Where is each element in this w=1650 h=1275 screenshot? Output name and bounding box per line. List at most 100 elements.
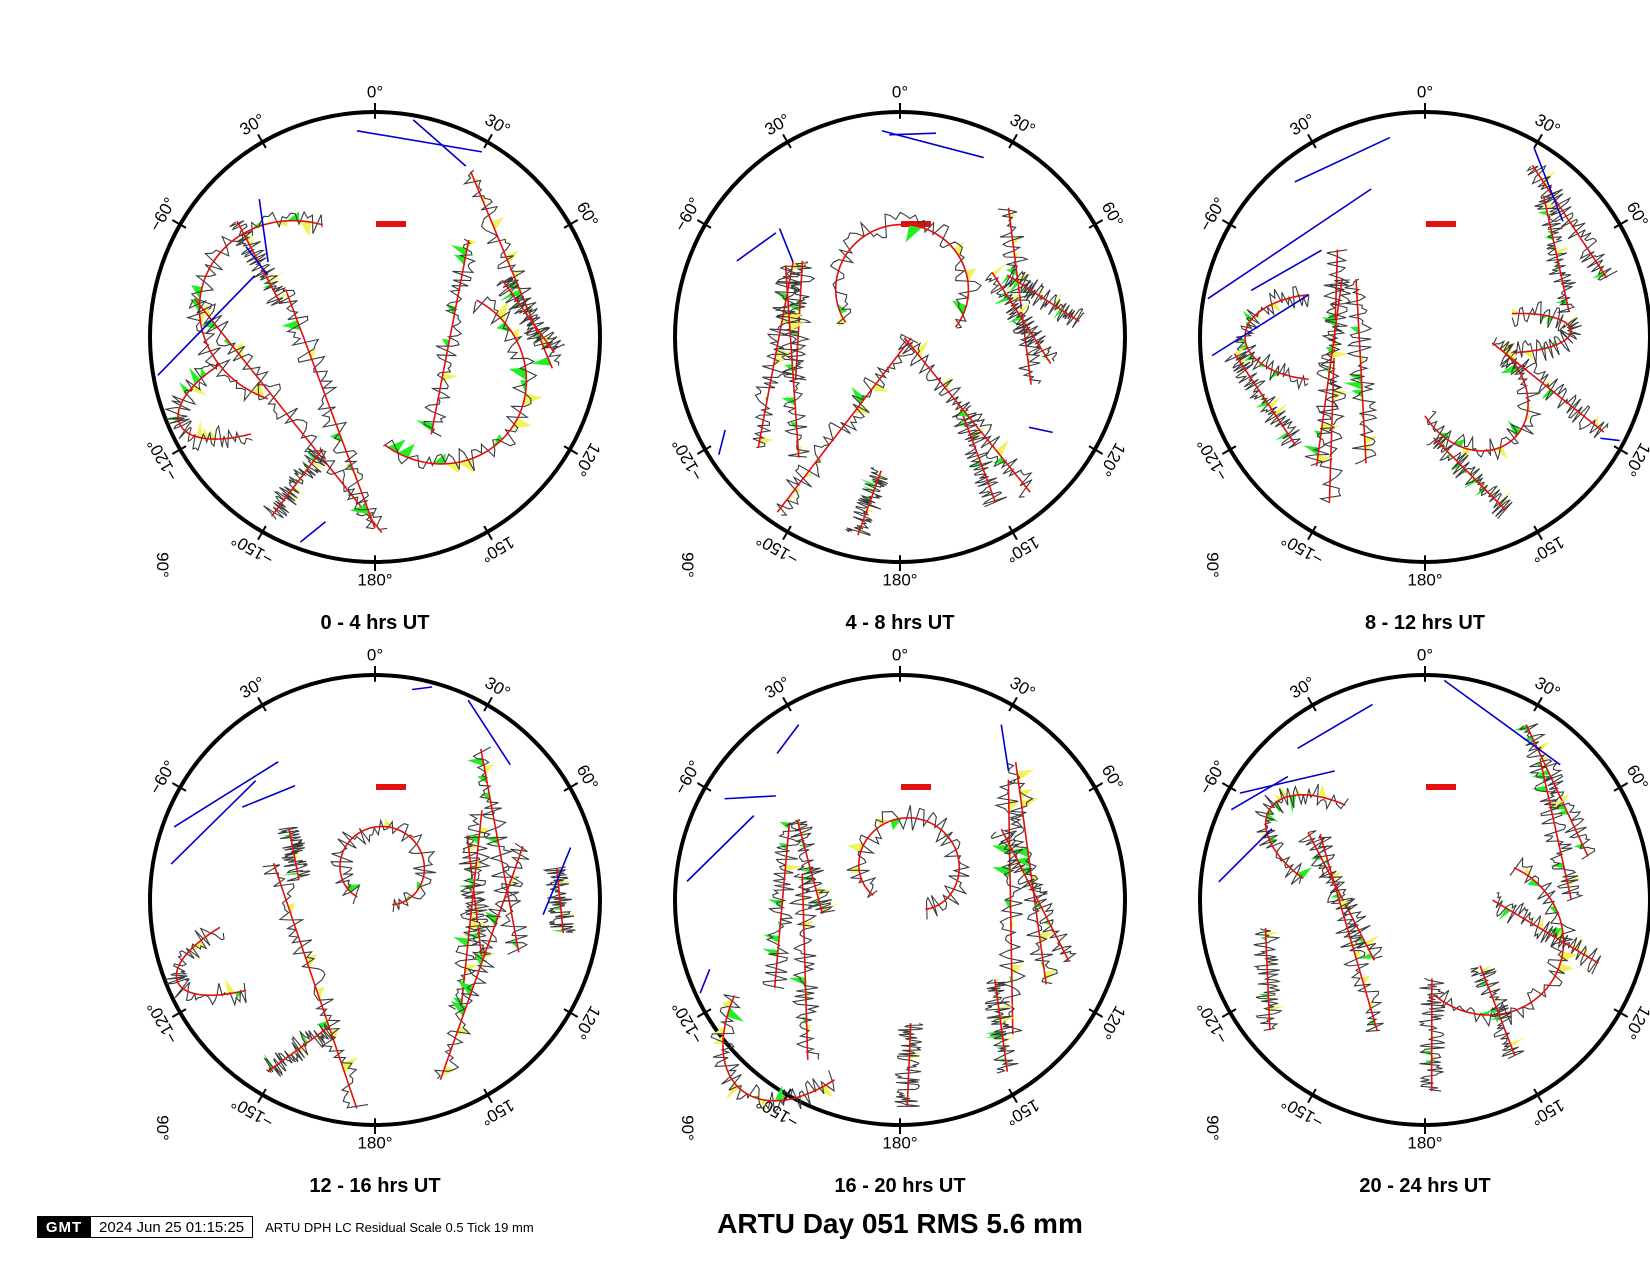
azimuth-tick xyxy=(483,1088,493,1104)
azimuth-tick-label: 60° xyxy=(1098,199,1127,231)
azimuth-tick-label: 30° xyxy=(482,673,514,702)
azimuth-tick xyxy=(1307,1088,1317,1104)
polar-panel: 0°30°60°120°150°180°−150°−120°−60°30°90°… xyxy=(143,82,604,634)
residual-fill xyxy=(782,309,801,318)
residual-fill xyxy=(1490,1015,1501,1020)
residual-trace xyxy=(1417,977,1446,1092)
residual-fill xyxy=(1260,936,1267,942)
azimuth-tick xyxy=(1221,1008,1237,1018)
azimuth-tick-label: −60° xyxy=(1196,194,1230,234)
residual-trace xyxy=(382,296,538,472)
satellite-track xyxy=(984,978,1019,1074)
model-curve xyxy=(480,748,520,953)
scale-bar xyxy=(901,784,931,790)
satellite-track xyxy=(1000,263,1085,329)
residual-fill xyxy=(294,855,301,859)
satellite-track xyxy=(1254,783,1349,886)
azimuth-tick xyxy=(1221,782,1237,792)
residual-fill xyxy=(1359,953,1374,959)
azimuth-tick-label: 0° xyxy=(1417,82,1433,101)
satellite-track xyxy=(185,210,323,403)
azimuth-tick-label: −60° xyxy=(671,194,705,234)
residual-fill xyxy=(455,1026,471,1037)
model-curve xyxy=(903,337,1031,493)
residual-fill xyxy=(1369,1001,1375,1012)
residual-trace xyxy=(185,210,323,403)
residual-trace xyxy=(829,211,982,329)
azimuth-tick-label: 30° xyxy=(482,110,514,139)
residual-fill xyxy=(313,1036,319,1040)
azimuth-tick xyxy=(483,525,493,541)
residual-fill xyxy=(280,872,298,876)
residual-trace xyxy=(188,299,388,531)
residual-trace xyxy=(1529,761,1584,902)
blue-track xyxy=(412,686,433,691)
azimuth-tick-label: 30° xyxy=(1007,110,1039,139)
azimuth-tick-label: 180° xyxy=(1407,571,1442,590)
model-curve xyxy=(1492,899,1599,964)
satellite-track xyxy=(844,467,890,537)
azimuth-tick-label: 0° xyxy=(892,82,908,101)
azimuth-tick-label: 60° xyxy=(573,762,602,794)
satellite-track xyxy=(278,289,377,530)
residual-fill xyxy=(291,486,305,495)
residual-fill xyxy=(1343,381,1363,390)
azimuth-tick-label: 30° xyxy=(1007,673,1039,702)
residual-fill xyxy=(790,421,797,431)
azimuth-tick-label: 150° xyxy=(478,532,518,566)
azimuth-tick xyxy=(1533,696,1543,712)
azimuth-tick xyxy=(1307,525,1317,541)
model-curve xyxy=(267,1026,330,1073)
model-curve xyxy=(466,835,483,962)
model-curve xyxy=(198,219,323,400)
blue-track xyxy=(173,761,279,828)
satellite-track xyxy=(894,1023,924,1107)
azimuth-tick-label: 60° xyxy=(573,199,602,231)
model-curve xyxy=(270,448,324,517)
blue-track xyxy=(1230,775,1289,811)
residual-fill xyxy=(281,320,301,331)
model-curve xyxy=(1432,866,1565,1016)
residual-fill xyxy=(1331,351,1348,360)
azimuth-tick-label: 30° xyxy=(1532,110,1564,139)
residual-trace xyxy=(762,822,801,990)
residual-trace xyxy=(1304,279,1351,467)
panel-circle xyxy=(673,673,1127,1127)
blue-track xyxy=(724,795,776,800)
azimuth-tick xyxy=(696,445,712,455)
satellite-track xyxy=(898,337,1033,498)
residual-fill xyxy=(189,367,201,385)
blue-track xyxy=(467,699,511,766)
satellite-track xyxy=(1426,435,1513,519)
residual-trace xyxy=(1534,192,1576,313)
satellite-track xyxy=(1534,192,1576,313)
residual-fill xyxy=(551,929,564,933)
residual-trace xyxy=(1235,285,1310,391)
residual-fill xyxy=(1011,965,1023,977)
satellite-track xyxy=(382,296,543,474)
residual-fill xyxy=(441,373,458,382)
model-curve xyxy=(460,810,483,1010)
panel-label: 20 - 24 hrs UT xyxy=(1359,1175,1490,1197)
azimuth-tick-label: 150° xyxy=(1528,1095,1568,1129)
azimuth-tick-label: 30° xyxy=(762,110,794,139)
panel-circle xyxy=(1198,110,1650,564)
satellite-track xyxy=(467,746,529,955)
model-curve xyxy=(776,337,912,513)
azimuth-tick-label: 0° xyxy=(367,82,383,101)
satellite-track xyxy=(1312,833,1384,1032)
azimuth-tick xyxy=(696,782,712,792)
residual-fill xyxy=(508,367,527,381)
residual-trace xyxy=(542,866,576,933)
residual-fill xyxy=(784,865,802,873)
satellite-track xyxy=(330,818,437,913)
model-curve xyxy=(439,845,524,1080)
blue-track xyxy=(1250,249,1322,292)
blue-track xyxy=(1239,770,1335,794)
residual-fill xyxy=(1592,271,1606,279)
scale-bar xyxy=(376,221,406,227)
satellite-track xyxy=(1511,301,1582,364)
residual-fill xyxy=(196,420,203,439)
residual-trace xyxy=(1495,892,1602,975)
satellite-track xyxy=(1006,762,1058,985)
